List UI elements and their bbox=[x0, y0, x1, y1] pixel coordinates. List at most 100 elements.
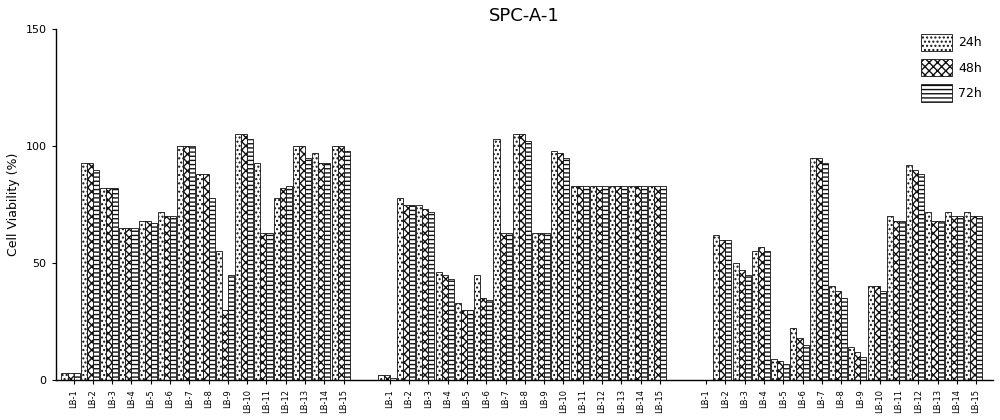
Bar bbox=[609, 186, 615, 380]
Bar bbox=[544, 233, 550, 380]
Bar bbox=[397, 197, 403, 380]
Bar bbox=[641, 186, 647, 380]
Bar bbox=[796, 338, 803, 380]
Bar bbox=[455, 303, 461, 380]
Bar bbox=[868, 286, 874, 380]
Title: SPC-A-1: SPC-A-1 bbox=[489, 7, 560, 25]
Bar bbox=[324, 163, 330, 380]
Bar bbox=[448, 279, 454, 380]
Bar bbox=[777, 361, 783, 380]
Bar bbox=[964, 212, 970, 380]
Bar bbox=[725, 240, 731, 380]
Bar bbox=[945, 212, 951, 380]
Bar bbox=[758, 247, 764, 380]
Bar bbox=[474, 275, 480, 380]
Bar bbox=[590, 186, 596, 380]
Bar bbox=[654, 186, 660, 380]
Bar bbox=[378, 375, 384, 380]
Bar bbox=[409, 205, 415, 380]
Bar bbox=[139, 221, 145, 380]
Bar bbox=[203, 174, 209, 380]
Bar bbox=[189, 146, 195, 380]
Bar bbox=[318, 163, 324, 380]
Bar bbox=[119, 228, 125, 380]
Bar bbox=[461, 310, 467, 380]
Bar bbox=[403, 205, 409, 380]
Bar bbox=[500, 233, 506, 380]
Bar bbox=[899, 221, 905, 380]
Bar bbox=[719, 240, 725, 380]
Bar bbox=[299, 146, 305, 380]
Bar bbox=[125, 228, 131, 380]
Bar bbox=[338, 146, 344, 380]
Bar bbox=[384, 375, 390, 380]
Bar bbox=[196, 174, 203, 380]
Bar bbox=[493, 139, 500, 380]
Bar bbox=[266, 233, 273, 380]
Bar bbox=[332, 146, 338, 380]
Bar bbox=[976, 216, 982, 380]
Bar bbox=[467, 310, 473, 380]
Legend: 24h, 48h, 72h: 24h, 48h, 72h bbox=[916, 29, 987, 107]
Bar bbox=[428, 212, 434, 380]
Bar bbox=[87, 163, 93, 380]
Bar bbox=[480, 298, 486, 380]
Bar bbox=[848, 347, 854, 380]
Bar bbox=[532, 233, 538, 380]
Bar bbox=[525, 142, 531, 380]
Bar bbox=[835, 291, 841, 380]
Bar bbox=[538, 233, 544, 380]
Bar bbox=[829, 286, 835, 380]
Bar bbox=[841, 298, 847, 380]
Bar bbox=[235, 134, 241, 380]
Bar bbox=[519, 134, 525, 380]
Bar bbox=[912, 170, 918, 380]
Bar bbox=[506, 233, 512, 380]
Bar bbox=[68, 373, 74, 380]
Bar bbox=[803, 345, 809, 380]
Y-axis label: Cell Viability (%): Cell Viability (%) bbox=[7, 153, 20, 256]
Bar bbox=[957, 216, 963, 380]
Bar bbox=[274, 197, 280, 380]
Bar bbox=[563, 158, 569, 380]
Bar bbox=[970, 216, 976, 380]
Bar bbox=[158, 212, 164, 380]
Bar bbox=[571, 186, 577, 380]
Bar bbox=[112, 188, 118, 380]
Bar bbox=[816, 158, 822, 380]
Bar bbox=[874, 286, 880, 380]
Bar bbox=[822, 163, 828, 380]
Bar bbox=[648, 186, 654, 380]
Bar bbox=[557, 153, 563, 380]
Bar bbox=[764, 251, 770, 380]
Bar bbox=[286, 186, 292, 380]
Bar bbox=[783, 364, 789, 380]
Bar bbox=[222, 310, 228, 380]
Bar bbox=[416, 205, 422, 380]
Bar bbox=[621, 186, 627, 380]
Bar bbox=[615, 186, 621, 380]
Bar bbox=[61, 373, 68, 380]
Bar bbox=[660, 186, 666, 380]
Bar bbox=[254, 163, 260, 380]
Bar bbox=[436, 273, 442, 380]
Bar bbox=[925, 212, 931, 380]
Bar bbox=[860, 357, 866, 380]
Bar bbox=[739, 270, 745, 380]
Bar bbox=[247, 139, 253, 380]
Bar bbox=[486, 300, 492, 380]
Bar bbox=[344, 151, 350, 380]
Bar bbox=[596, 186, 602, 380]
Bar bbox=[810, 158, 816, 380]
Bar bbox=[513, 134, 519, 380]
Bar bbox=[893, 221, 899, 380]
Bar bbox=[951, 216, 957, 380]
Bar bbox=[906, 165, 912, 380]
Bar bbox=[131, 228, 138, 380]
Bar bbox=[442, 275, 448, 380]
Bar bbox=[93, 170, 99, 380]
Bar bbox=[260, 233, 266, 380]
Bar bbox=[74, 373, 80, 380]
Bar bbox=[602, 186, 608, 380]
Bar bbox=[713, 235, 719, 380]
